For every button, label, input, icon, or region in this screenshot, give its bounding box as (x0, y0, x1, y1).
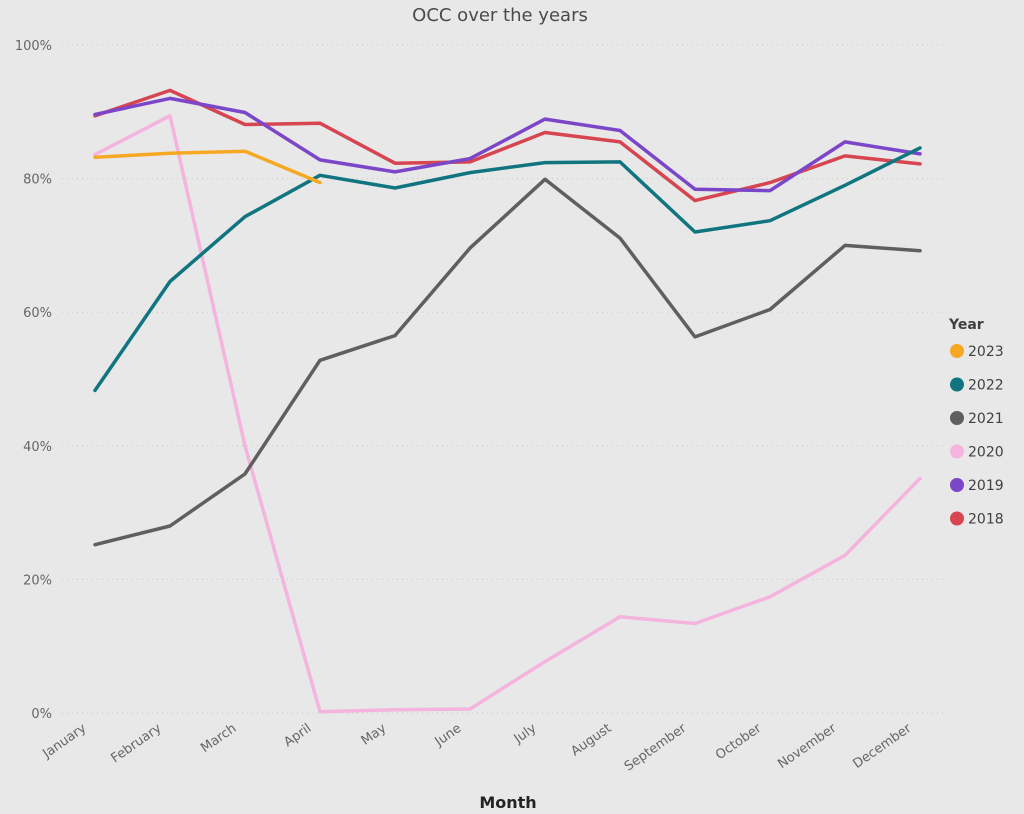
x-tick-label: November (775, 721, 840, 772)
chart-title: OCC over the years (412, 5, 588, 26)
series-line-2018[interactable] (93, 88, 922, 203)
x-tick-label: May (359, 721, 390, 749)
legend-label-2019[interactable]: 2019 (968, 478, 1004, 494)
gridlines (62, 44, 945, 714)
y-tick-label: 40% (23, 440, 52, 455)
x-axis-ticks: January February March April May June July Augu… (39, 721, 914, 775)
series-line-2022[interactable] (93, 146, 922, 393)
series-line-2021[interactable] (93, 177, 922, 547)
y-tick-label: 60% (23, 306, 52, 321)
y-axis-ticks: 0% 20% 40% 60% 80% 100% (15, 39, 52, 722)
series-line-2019[interactable] (93, 96, 922, 193)
x-tick-label: February (108, 721, 164, 767)
x-tick-label: October (713, 721, 765, 764)
legend-label-2018[interactable]: 2018 (968, 512, 1004, 528)
legend-marker-2020[interactable] (950, 444, 964, 459)
x-axis-title: Month (479, 793, 536, 812)
legend-label-2020[interactable]: 2020 (968, 445, 1004, 461)
legend-title: Year (948, 317, 984, 333)
legend-marker-2023[interactable] (950, 344, 964, 358)
legend[interactable]: Year 2023 2022 2021 2020 2019 2018 (948, 317, 1004, 528)
y-tick-label: 100% (15, 39, 52, 54)
y-tick-label: 20% (23, 573, 52, 588)
series-lines (93, 88, 922, 714)
x-tick-label: June (432, 721, 465, 750)
legend-marker-2021[interactable] (950, 411, 964, 425)
x-tick-label: July (511, 721, 540, 747)
x-tick-label: September (622, 721, 690, 775)
legend-label-2022[interactable]: 2022 (968, 378, 1004, 394)
y-tick-label: 80% (23, 173, 52, 188)
x-tick-label: March (198, 721, 239, 756)
x-tick-label: December (850, 721, 914, 772)
x-tick-label: January (39, 721, 89, 762)
legend-label-2021[interactable]: 2021 (968, 411, 1004, 427)
x-tick-label: April (281, 721, 314, 750)
legend-marker-2022[interactable] (950, 377, 964, 392)
legend-marker-2018[interactable] (950, 511, 964, 526)
x-tick-label: August (568, 721, 614, 759)
legend-label-2023[interactable]: 2023 (968, 344, 1004, 360)
series-line-2020[interactable] (93, 114, 922, 714)
legend-marker-2019[interactable] (950, 478, 964, 492)
y-tick-label: 0% (31, 707, 52, 722)
series-line-2023[interactable] (93, 149, 322, 185)
